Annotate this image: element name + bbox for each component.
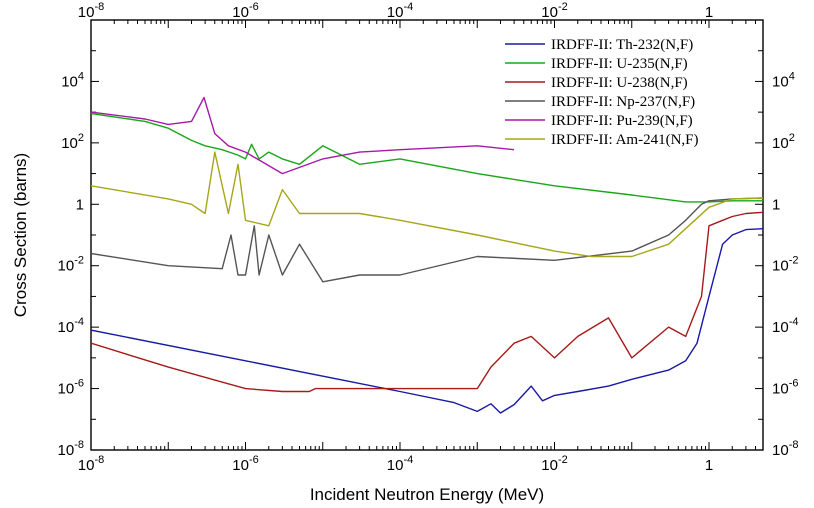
- series-line-2: [91, 112, 763, 203]
- x-tick-label-bottom: 10-8: [78, 454, 104, 474]
- x-tick-label-bottom: 10-2: [541, 454, 567, 474]
- y-tick-label-right: 1: [772, 196, 780, 213]
- legend-label: IRDFF-II: U-235(N,F): [551, 56, 688, 72]
- y-tick-label-left: 104: [61, 70, 84, 90]
- y-tick-label-right: 10-2: [772, 255, 798, 275]
- legend-label: IRDFF-II: Np-237(N,F): [551, 94, 695, 110]
- y-tick-label-left: 102: [61, 132, 84, 152]
- x-tick-label-top: 1: [705, 4, 713, 21]
- y-tick-label-left: 10-2: [58, 255, 84, 275]
- y-tick-label-left: 1: [76, 196, 84, 213]
- legend-label: IRDFF-II: U-238(N,F): [551, 75, 688, 91]
- x-axis-title: Incident Neutron Energy (MeV): [310, 485, 544, 504]
- y-tick-label-right: 102: [772, 132, 795, 152]
- x-tick-label-top: 10-2: [541, 1, 567, 21]
- x-tick-label-top: 10-4: [387, 1, 413, 21]
- series-line-6: [91, 151, 763, 258]
- x-tick-label-bottom: 10-6: [232, 454, 258, 474]
- series-line-1: [91, 228, 763, 414]
- series-layer: [91, 96, 763, 414]
- x-tick-label-top: 10-6: [232, 1, 258, 21]
- y-tick-label-left: 10-8: [58, 439, 84, 459]
- x-tick-label-top: 10-8: [78, 1, 104, 21]
- y-tick-label-right: 10-4: [772, 316, 798, 336]
- y-tick-label-right: 10-6: [772, 378, 798, 398]
- x-tick-label-bottom: 10-4: [387, 454, 413, 474]
- series-line-4: [91, 197, 763, 283]
- y-tick-label-left: 10-4: [58, 316, 84, 336]
- y-axis-title: Cross Section (barns): [11, 153, 30, 317]
- legend-label: IRDFF-II: Th-232(N,F): [551, 37, 693, 53]
- y-tick-label-right: 10-8: [772, 439, 798, 459]
- legend-label: IRDFF-II: Am-241(N,F): [551, 132, 699, 148]
- series-line-5: [91, 96, 515, 175]
- series-line-3: [91, 211, 763, 393]
- y-tick-label-right: 104: [772, 70, 795, 90]
- legend: IRDFF-II: Th-232(N,F) IRDFF-II: U-235(N,F…: [505, 37, 699, 148]
- x-tick-label-bottom: 1: [705, 457, 713, 474]
- legend-label: IRDFF-II: Pu-239(N,F): [551, 113, 693, 129]
- y-tick-label-left: 10-6: [58, 378, 84, 398]
